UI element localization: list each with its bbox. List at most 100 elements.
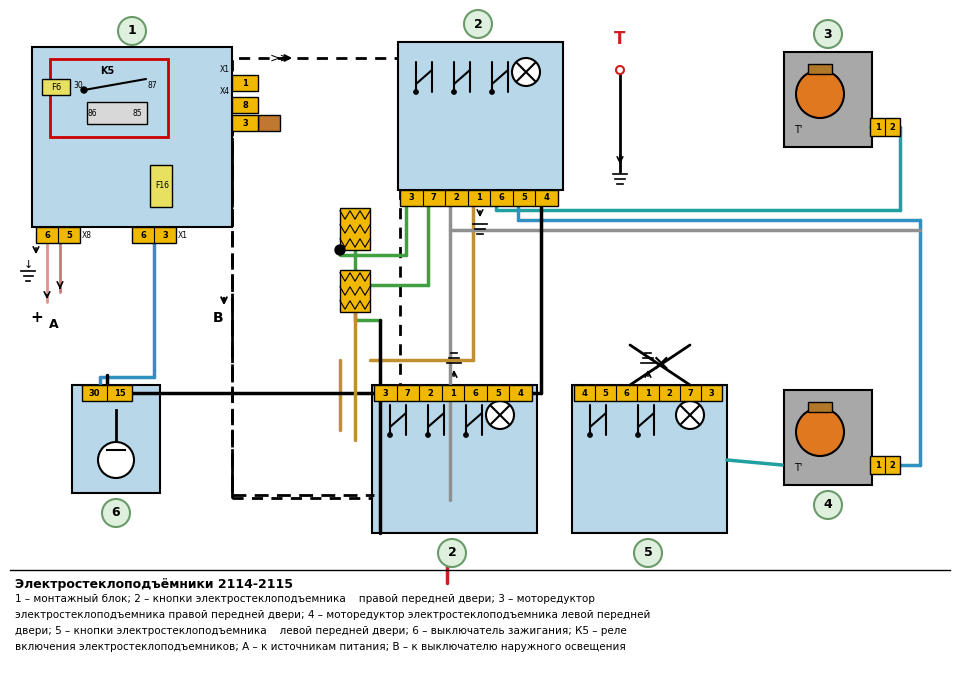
Text: Электростеклоподъёмники 2114-2115: Электростеклоподъёмники 2114-2115 <box>15 578 293 591</box>
Text: 6: 6 <box>624 389 630 398</box>
Bar <box>42 79 70 95</box>
Bar <box>232 115 258 131</box>
Text: X8: X8 <box>82 230 92 239</box>
Text: +: + <box>31 310 43 325</box>
Circle shape <box>438 539 466 567</box>
Bar <box>72 385 160 493</box>
Text: 8: 8 <box>242 100 248 109</box>
Circle shape <box>676 401 704 429</box>
Circle shape <box>425 433 430 438</box>
Bar <box>808 402 832 412</box>
Circle shape <box>588 433 592 438</box>
Text: 4: 4 <box>582 389 588 398</box>
Text: X1: X1 <box>220 65 230 74</box>
Circle shape <box>490 89 494 94</box>
Text: 2: 2 <box>427 389 433 398</box>
Circle shape <box>102 499 130 527</box>
Bar <box>870 456 900 474</box>
Text: 6: 6 <box>498 193 505 202</box>
Text: 6: 6 <box>111 506 120 519</box>
Circle shape <box>464 10 492 38</box>
Bar <box>87 102 147 124</box>
Text: ✕: ✕ <box>651 355 669 375</box>
Text: 6: 6 <box>140 230 146 239</box>
Circle shape <box>486 401 514 429</box>
Text: 7: 7 <box>405 389 411 398</box>
Text: 1: 1 <box>242 78 248 87</box>
Text: T': T' <box>794 125 803 135</box>
Circle shape <box>118 17 146 45</box>
Text: K5: K5 <box>100 66 114 76</box>
Bar <box>372 385 537 533</box>
Bar <box>232 75 258 91</box>
Text: 6: 6 <box>44 230 50 239</box>
Text: 5: 5 <box>643 546 653 559</box>
Text: 5: 5 <box>495 389 501 398</box>
Text: 2: 2 <box>453 193 460 202</box>
Text: двери; 5 – кнопки электростеклоподъемника    левой передней двери; 6 – выключате: двери; 5 – кнопки электростеклоподъемник… <box>15 626 627 636</box>
Text: 15: 15 <box>113 389 126 398</box>
Bar <box>82 385 132 401</box>
Circle shape <box>414 89 419 94</box>
Text: 1: 1 <box>875 122 880 131</box>
Circle shape <box>636 433 640 438</box>
Text: 1: 1 <box>645 389 651 398</box>
Text: ↓: ↓ <box>23 260 33 270</box>
Text: X4: X4 <box>220 87 230 96</box>
Circle shape <box>98 442 134 478</box>
Text: 3: 3 <box>382 389 388 398</box>
Text: F16: F16 <box>155 182 169 191</box>
Text: 6: 6 <box>472 389 478 398</box>
Text: 86: 86 <box>87 109 97 118</box>
Text: 3: 3 <box>708 389 714 398</box>
Text: 2: 2 <box>666 389 672 398</box>
Circle shape <box>81 87 87 93</box>
Circle shape <box>512 58 540 86</box>
Bar <box>784 390 872 485</box>
Text: 5: 5 <box>603 389 609 398</box>
Circle shape <box>388 433 393 438</box>
Text: 4: 4 <box>517 389 523 398</box>
Circle shape <box>616 66 624 74</box>
Text: 4: 4 <box>543 193 550 202</box>
Circle shape <box>464 433 468 438</box>
Bar <box>232 58 400 498</box>
Text: 1 – монтажный блок; 2 – кнопки электростеклоподъемника    правой передней двери;: 1 – монтажный блок; 2 – кнопки электрост… <box>15 594 595 604</box>
Text: 30: 30 <box>88 389 100 398</box>
Text: 2: 2 <box>890 460 896 469</box>
Text: 2: 2 <box>473 17 482 30</box>
Text: 87: 87 <box>147 80 156 89</box>
Bar <box>258 115 280 131</box>
Text: 7: 7 <box>687 389 693 398</box>
Text: >>: >> <box>270 52 291 65</box>
Circle shape <box>451 89 457 94</box>
Text: 5: 5 <box>66 230 72 239</box>
Circle shape <box>335 245 345 255</box>
Text: 1: 1 <box>476 193 482 202</box>
Text: 4: 4 <box>824 499 832 511</box>
Bar <box>808 64 832 74</box>
Bar <box>340 270 370 312</box>
Text: 1: 1 <box>450 389 456 398</box>
Circle shape <box>634 539 662 567</box>
Text: 7: 7 <box>431 193 437 202</box>
Bar <box>572 385 727 533</box>
Text: включения электростеклоподъемников; А – к источникам питания; В – к выключателю : включения электростеклоподъемников; А – … <box>15 642 626 652</box>
Text: 2: 2 <box>890 122 896 131</box>
Text: электростеклоподъемника правой передней двери; 4 – моторедуктор электростеклопод: электростеклоподъемника правой передней … <box>15 610 650 620</box>
Bar <box>150 165 172 207</box>
Text: 2: 2 <box>447 546 456 559</box>
Circle shape <box>814 491 842 519</box>
Bar <box>32 47 232 227</box>
Bar <box>340 208 370 250</box>
Text: B: B <box>213 311 224 325</box>
Bar <box>50 59 168 137</box>
Text: 3: 3 <box>242 118 248 127</box>
Bar <box>870 118 900 136</box>
Text: 3: 3 <box>162 230 168 239</box>
Text: 1: 1 <box>128 25 136 38</box>
Text: F6: F6 <box>51 83 61 92</box>
Bar <box>374 385 532 401</box>
Text: T: T <box>614 30 626 48</box>
Text: X1: X1 <box>178 230 188 239</box>
